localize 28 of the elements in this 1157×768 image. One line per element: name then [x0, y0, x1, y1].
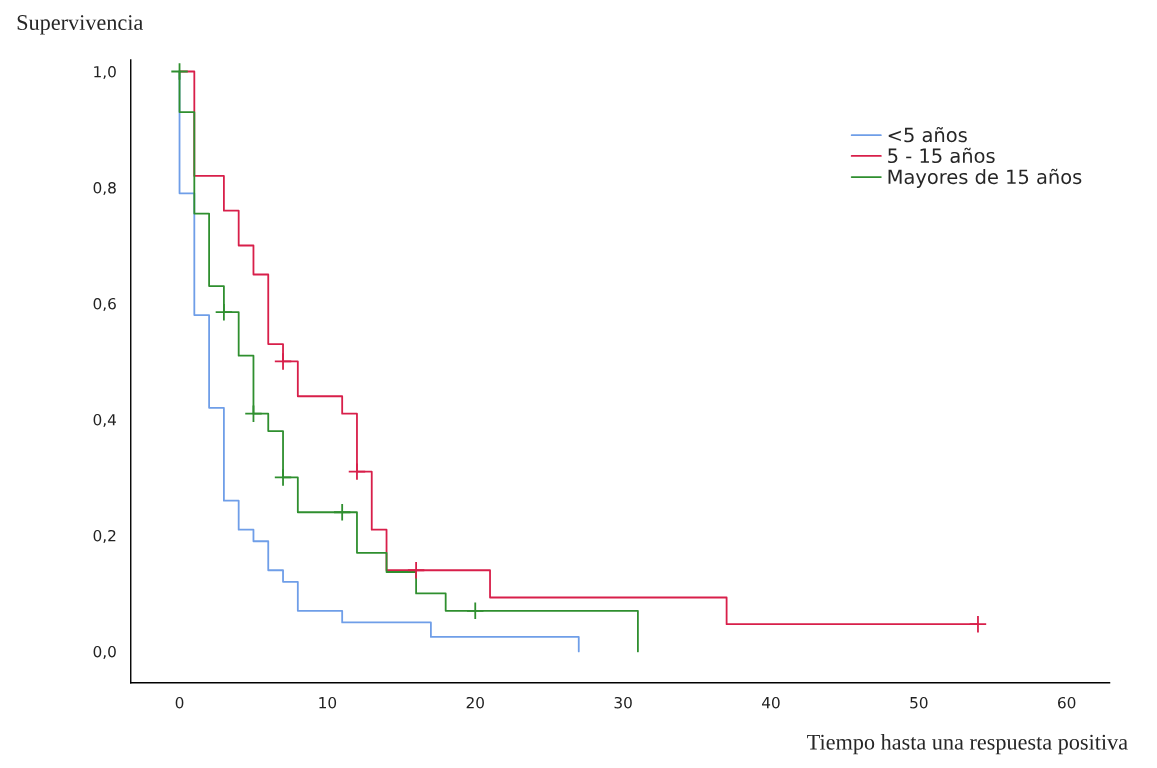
- y-tick-label: 0,0: [93, 645, 116, 660]
- point: [244, 404, 263, 423]
- y-tick-label: 1,0: [94, 65, 116, 80]
- point: [273, 468, 293, 487]
- point: [273, 352, 293, 371]
- y-tick-label: 0,4: [93, 413, 116, 428]
- y-tick-label: 0,8: [93, 181, 116, 196]
- point: [406, 561, 426, 580]
- legend-label: 5 - 15 años: [888, 147, 995, 164]
- x-tick-label: 0: [175, 696, 184, 709]
- point: [968, 615, 988, 634]
- y-axis-title: Supervivencia: [17, 15, 144, 35]
- y-tick-label: 0,2: [93, 529, 116, 544]
- legend-label: Mayores de 15 años: [888, 168, 1082, 188]
- x-tick-label: 60: [1058, 696, 1076, 709]
- x-tick-label: 40: [761, 696, 780, 709]
- point: [214, 303, 234, 322]
- point: [170, 62, 189, 81]
- x-tick-label: 10: [319, 696, 337, 709]
- x-tick-label: 20: [466, 696, 484, 709]
- y-tick-label: 0,6: [93, 297, 116, 312]
- legend-label: <5 años: [888, 126, 967, 143]
- point: [333, 503, 352, 522]
- point: [466, 601, 485, 620]
- x-tick-label: 50: [910, 696, 928, 709]
- x-axis-title: Tiempo hasta una respuesta positiva: [807, 734, 1128, 755]
- point: [347, 462, 367, 481]
- x-tick-label: 30: [614, 696, 632, 709]
